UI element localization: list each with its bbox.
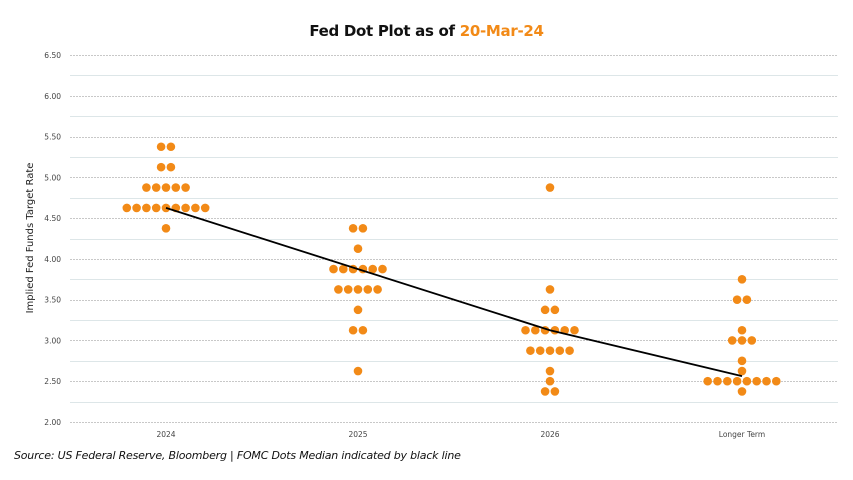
y-tick-label: 4.00	[44, 255, 61, 264]
source-note: Source: US Federal Reserve, Bloomberg | …	[14, 449, 461, 462]
projection-dot	[171, 183, 181, 192]
projection-dot	[378, 264, 387, 274]
projection-dot	[550, 387, 560, 396]
projection-dot	[570, 325, 579, 335]
projection-dot	[353, 366, 363, 376]
projection-dot	[526, 346, 535, 355]
projection-dot	[550, 305, 560, 315]
median-line-group	[165, 207, 743, 378]
projection-dot	[353, 305, 363, 315]
projection-dot	[703, 376, 712, 386]
projection-dot	[358, 224, 368, 233]
projection-dot	[142, 203, 151, 213]
projection-dot	[737, 356, 747, 366]
chart-title: Fed Dot Plot as of 20-Mar-24	[0, 22, 853, 40]
projection-dot	[713, 376, 722, 386]
projection-dot	[368, 264, 378, 274]
projection-dot	[545, 366, 555, 376]
projection-dot	[161, 224, 171, 233]
y-tick-label: 5.00	[44, 173, 61, 182]
y-tick-labels: 2.00 2.50 3.00 3.50 4.00 4.50 5.00 5.50 6.00 6.50	[44, 51, 61, 427]
projection-dot	[737, 325, 747, 335]
x-tick-label: 2026	[540, 430, 559, 439]
projection-dot	[545, 183, 555, 192]
projection-dot	[353, 244, 363, 253]
projection-dot	[737, 336, 747, 345]
projection-dot	[545, 346, 555, 355]
projection-dot	[181, 203, 190, 213]
projection-dot	[373, 285, 382, 294]
y-tick-label: 6.50	[44, 51, 61, 60]
projection-dot	[531, 325, 540, 335]
projection-dot	[737, 387, 747, 396]
projection-dot	[732, 295, 742, 304]
projection-dot	[166, 142, 176, 152]
projection-dot	[742, 295, 752, 304]
projection-dot	[151, 183, 161, 192]
projection-dot	[363, 285, 373, 294]
grid-lines	[70, 55, 838, 423]
x-tick-labels: 2024 2025 2026 Longer Term	[156, 430, 765, 439]
x-tick-label: Longer Term	[719, 430, 765, 439]
chart-title-date: 20-Mar-24	[459, 22, 544, 40]
projection-dot	[156, 142, 166, 152]
projection-dot	[343, 285, 353, 294]
projection-dot	[723, 376, 732, 386]
x-tick-label: 2025	[348, 430, 367, 439]
projection-dot	[545, 285, 555, 294]
y-axis-title: Implied Fed Funds Target Rate	[25, 163, 36, 314]
projection-dot	[742, 376, 752, 386]
y-tick-label: 2.50	[44, 377, 61, 386]
y-tick-label: 6.00	[44, 92, 61, 101]
projection-dot	[161, 183, 171, 192]
projection-dot	[348, 325, 358, 335]
projection-dot	[555, 346, 565, 355]
median-line	[165, 207, 743, 378]
projection-dot	[329, 264, 338, 274]
projection-dot	[166, 162, 176, 172]
y-tick-label: 4.50	[44, 214, 61, 223]
projection-dot	[737, 366, 747, 376]
chart-title-text: Fed Dot Plot as of	[309, 22, 455, 40]
projection-dot	[334, 285, 343, 294]
projection-dot	[732, 376, 742, 386]
y-tick-label: 5.50	[44, 133, 61, 142]
projection-dot	[181, 183, 190, 192]
projection-dot	[772, 376, 781, 386]
projection-dot	[747, 336, 757, 345]
projection-dot	[353, 285, 363, 294]
projection-dot	[535, 346, 545, 355]
projection-dot	[132, 203, 141, 213]
y-tick-label: 3.00	[44, 336, 61, 345]
projection-dot	[358, 325, 368, 335]
projection-dot	[762, 376, 771, 386]
dots-group	[122, 142, 781, 396]
projection-dot	[348, 224, 358, 233]
projection-dot	[727, 336, 737, 345]
projection-dot	[565, 346, 574, 355]
projection-dot	[752, 376, 761, 386]
y-tick-label: 3.50	[44, 296, 61, 305]
projection-dot	[540, 305, 550, 315]
projection-dot	[156, 162, 166, 172]
projection-dot	[151, 203, 161, 213]
projection-dot	[540, 387, 550, 396]
projection-dot	[191, 203, 200, 213]
y-tick-label: 2.00	[44, 418, 61, 427]
projection-dot	[339, 264, 348, 274]
x-tick-label: 2024	[156, 430, 175, 439]
projection-dot	[142, 183, 151, 192]
projection-dot	[122, 203, 132, 213]
projection-dot	[200, 203, 210, 213]
projection-dot	[521, 325, 530, 335]
projection-dot	[737, 274, 747, 284]
projection-dot	[545, 376, 555, 386]
